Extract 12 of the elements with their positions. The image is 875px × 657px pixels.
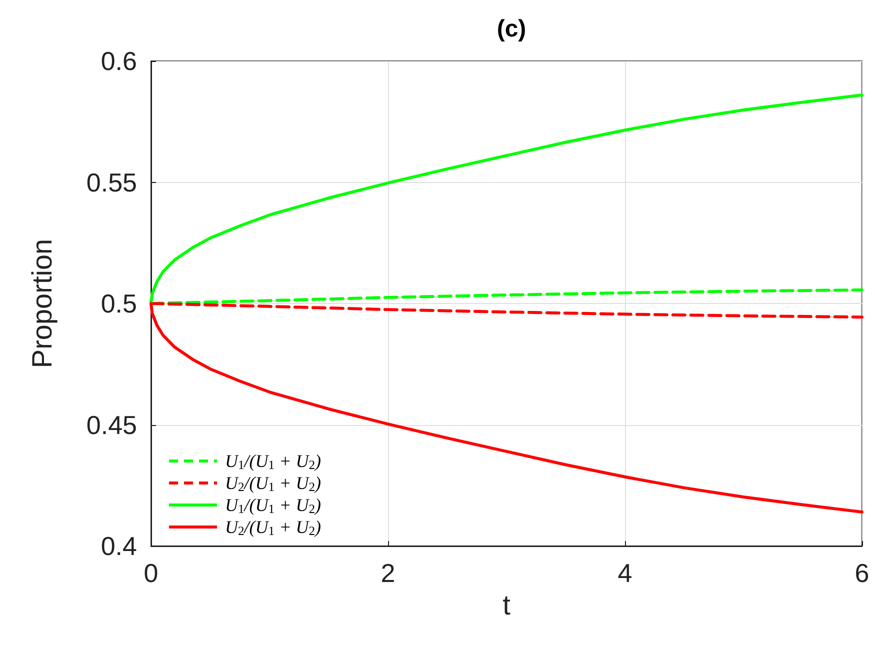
x-tick-label: 4 bbox=[618, 558, 632, 588]
y-axis-title: Proportion bbox=[26, 238, 58, 368]
x-axis-title: t bbox=[502, 590, 511, 620]
x-tick-label: 2 bbox=[380, 558, 396, 588]
chart-title: (c) bbox=[496, 16, 526, 42]
x-tick-label: 0 bbox=[144, 558, 158, 588]
y-tick-label: 0.5 bbox=[100, 288, 137, 318]
y-tick-label: 0.55 bbox=[86, 167, 137, 198]
y-tick-label: 0.45 bbox=[86, 410, 137, 440]
x-tick-label: 6 bbox=[854, 558, 870, 588]
y-tick-label: 0.6 bbox=[100, 46, 137, 76]
y-tick-label: 0.4 bbox=[100, 531, 137, 561]
